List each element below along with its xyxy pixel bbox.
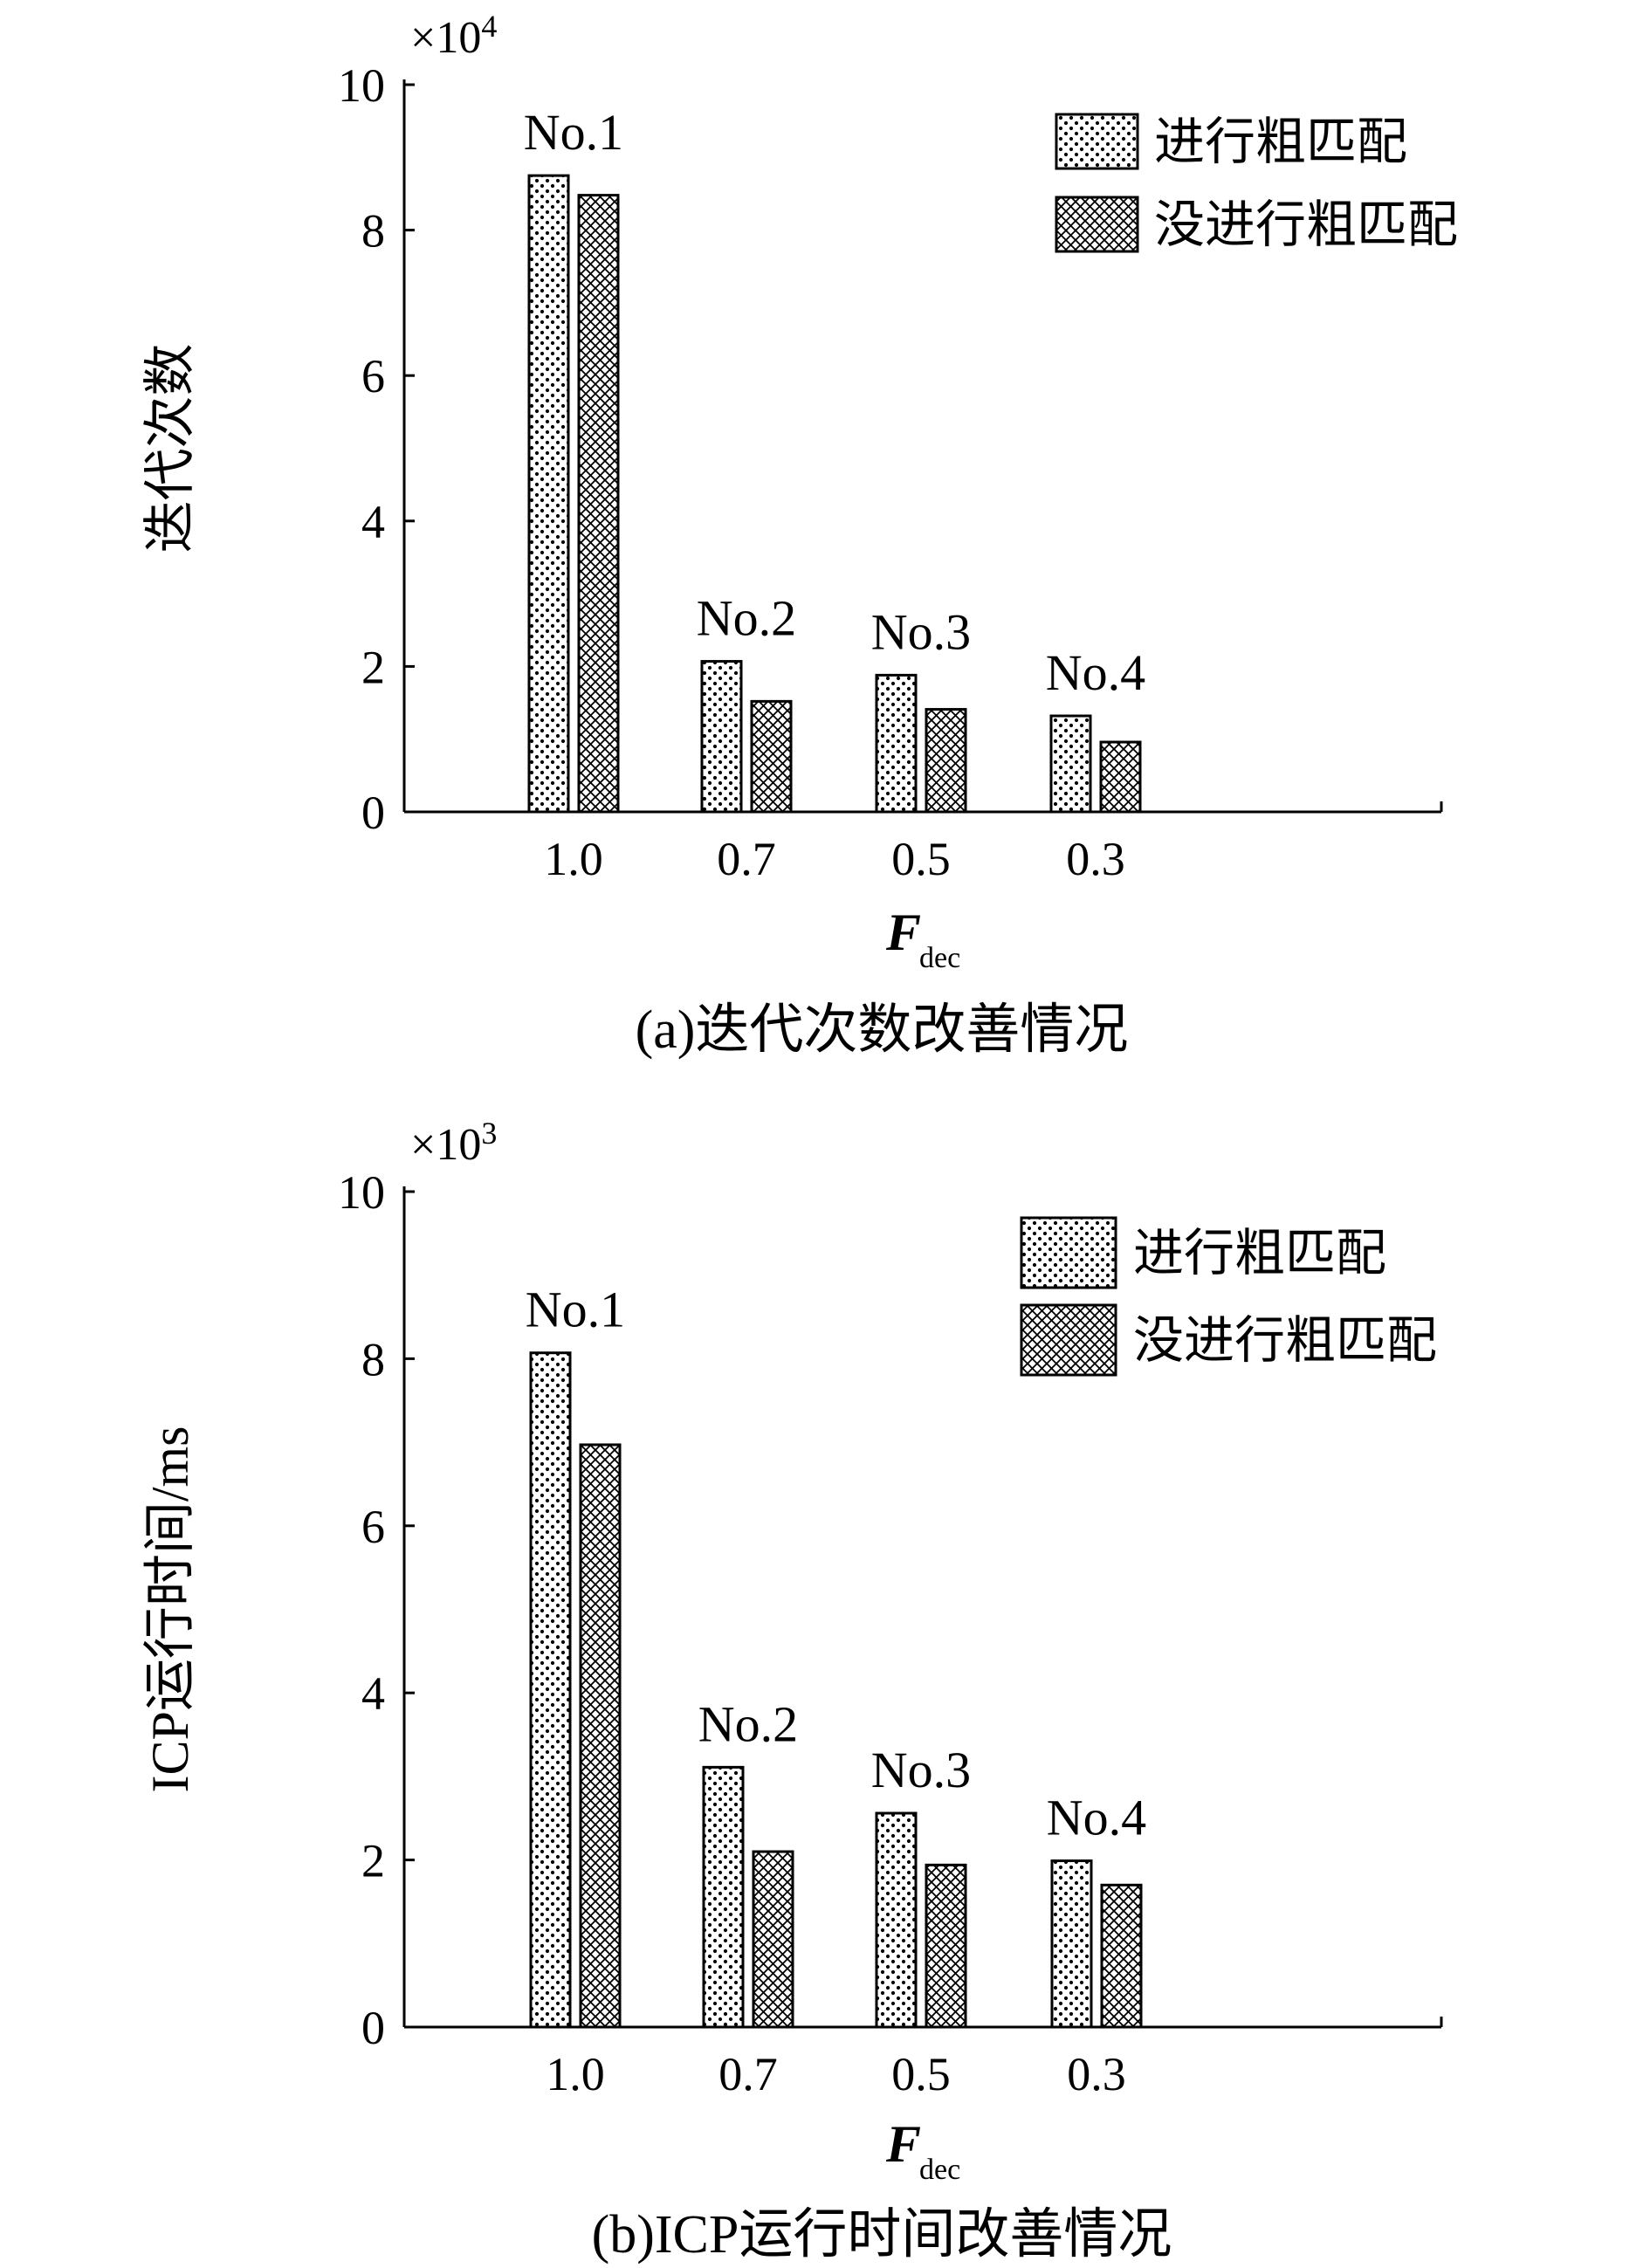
legend-swatch-crosshatch	[1020, 1303, 1117, 1377]
x-tick-label: 0.3	[1066, 833, 1125, 885]
bar-no-coarse-match-1.0	[577, 194, 620, 814]
y-tick-label: 4	[361, 496, 385, 548]
y-tick-label: 0	[361, 2002, 385, 2054]
group-label: No.3	[871, 1742, 971, 1798]
legend-entry-label: 没进行粗匹配	[1154, 196, 1458, 253]
y-tick-label: 6	[361, 350, 385, 402]
y-tick-label: 6	[361, 1501, 385, 1553]
legend-swatch-dots	[1020, 1216, 1117, 1289]
x-tick-label: 0.7	[717, 833, 776, 885]
legend-entry-label: 没进行粗匹配	[1133, 1312, 1437, 1369]
legend-entry-label: 进行粗匹配	[1133, 1225, 1386, 1282]
bar-coarse-match-0.7	[700, 660, 743, 814]
bar-no-coarse-match-0.7	[752, 1850, 794, 2029]
bar-coarse-match-0.7	[702, 1765, 745, 2029]
y-multiplier-exponent: 4	[481, 9, 497, 44]
legend-swatch-crosshatch	[1055, 196, 1139, 253]
legend-entry-label: 进行粗匹配	[1154, 113, 1407, 170]
x-tick-label: 1.0	[544, 833, 603, 885]
bar-coarse-match-0.5	[875, 673, 918, 814]
y-tick-label: 2	[361, 1835, 385, 1887]
y-tick-label: 0	[361, 787, 385, 839]
group-label: No.2	[698, 1695, 798, 1752]
group-label: No.1	[524, 104, 623, 161]
y-tick-label: 8	[361, 1333, 385, 1385]
group-label: No.2	[697, 590, 796, 647]
chart-panel-a: 0 2 4 6 8 10 ×104 迭代次数 No.1 1.0 No.2 0.7 No.3 0.5 No.4…	[141, 9, 1458, 1060]
x-axis-label: F	[885, 904, 921, 961]
y-multiplier-exponent: 3	[481, 1116, 497, 1151]
y-axis-label: 迭代次数	[141, 344, 199, 553]
group-label: No.4	[1047, 1790, 1146, 1846]
y-tick-label: 10	[338, 59, 385, 112]
y-multiplier-label: ×103	[410, 1116, 497, 1170]
y-tick-label: 2	[361, 641, 385, 693]
x-tick-label: 0.7	[718, 2048, 778, 2100]
group-label: No.3	[871, 603, 971, 660]
bar-coarse-match-0.5	[875, 1811, 918, 2029]
group-label: No.4	[1046, 644, 1145, 701]
bar-coarse-match-0.3	[1049, 714, 1092, 814]
x-tick-label: 0.3	[1067, 2048, 1126, 2100]
group-label: No.1	[526, 1282, 625, 1338]
chart-panel-b: 0 2 4 6 8 10 ×103 ICP运行时间/ms No.1 1.0 No.2 0.7 No.3 0…	[141, 1116, 1443, 2265]
bar-no-coarse-match-0.7	[750, 699, 793, 814]
y-tick-label: 4	[361, 1667, 385, 1720]
panel-caption: (a)迭代次数改善情况	[636, 1000, 1129, 1060]
x-tick-label: 1.0	[546, 2048, 605, 2100]
x-tick-label: 0.5	[891, 2048, 951, 2100]
y-tick-label: 8	[361, 205, 385, 258]
x-tick-label: 0.5	[891, 833, 951, 885]
x-axis-label-subscript: dec	[919, 942, 960, 974]
bar-no-coarse-match-0.3	[1100, 1883, 1143, 2029]
legend-swatch-dots	[1055, 113, 1139, 170]
x-axis-label-subscript: dec	[919, 2154, 960, 2186]
bar-no-coarse-match-0.3	[1099, 740, 1142, 814]
bar-coarse-match-0.3	[1050, 1859, 1093, 2029]
bar-coarse-match-1.0	[527, 174, 570, 814]
bar-coarse-match-1.0	[529, 1351, 572, 2029]
x-axis-label: F	[885, 2115, 921, 2173]
bar-no-coarse-match-0.5	[925, 1863, 967, 2029]
y-axis-label: ICP运行时间/ms	[141, 1426, 199, 1792]
bar-no-coarse-match-1.0	[579, 1443, 622, 2029]
panel-caption: (b)ICP运行时间改善情况	[592, 2205, 1172, 2265]
y-multiplier-label: ×104	[410, 9, 497, 63]
y-tick-label: 10	[338, 1166, 385, 1219]
bar-no-coarse-match-0.5	[925, 708, 967, 814]
